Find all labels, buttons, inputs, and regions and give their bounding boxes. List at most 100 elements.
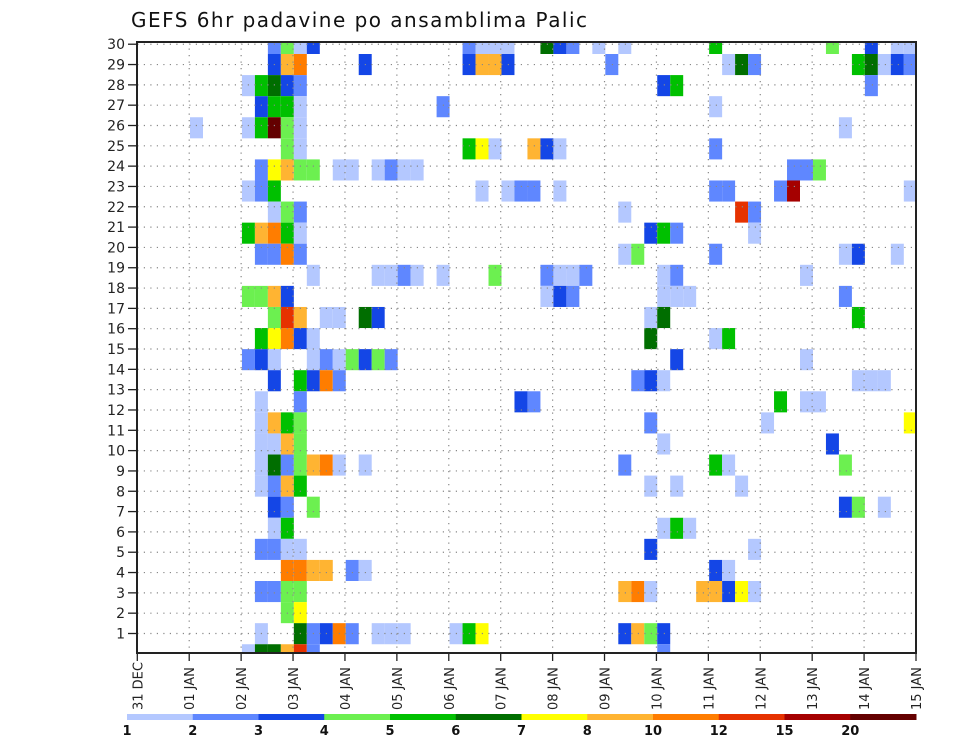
heatmap-cell: [851, 306, 865, 329]
heatmap-cell: [657, 306, 671, 329]
heatmap-cell: [644, 623, 658, 645]
heatmap-cell: [267, 328, 281, 350]
heatmap-cell: [384, 159, 398, 181]
colorbar-segment: [718, 714, 785, 720]
colorbar-label: 20: [841, 724, 859, 739]
heatmap-cell: [644, 370, 658, 392]
heatmap-cell: [345, 349, 359, 371]
heatmap-cell: [332, 454, 346, 476]
heatmap-cell: [683, 285, 697, 307]
y-tick-label: 29: [107, 58, 125, 74]
heatmap-cell: [436, 264, 450, 286]
heatmap-cell: [254, 159, 268, 181]
heatmap-cell: [293, 42, 307, 54]
y-tick-label: 16: [107, 322, 125, 338]
heatmap-cell: [812, 391, 826, 413]
heatmap-cell: [709, 42, 723, 54]
heatmap-cell: [384, 264, 398, 286]
heatmap-cell: [241, 180, 255, 202]
heatmap-cell: [462, 42, 476, 54]
heatmap-cell: [267, 201, 281, 223]
heatmap-cell: [267, 243, 281, 265]
x-tick-label: 05 JAN: [391, 667, 406, 710]
heatmap-cell: [592, 42, 606, 54]
heatmap-cell: [280, 96, 294, 118]
heatmap-cell: [890, 54, 904, 76]
chart-title: GEFS 6hr padavine po ansamblima Palic: [131, 8, 587, 32]
heatmap-cell: [644, 581, 658, 603]
heatmap-cell: [190, 117, 203, 139]
heatmap-cell: [631, 581, 645, 603]
heatmap-cell: [851, 370, 865, 392]
heatmap-cell: [280, 138, 294, 160]
heatmap-cell: [877, 54, 891, 76]
heatmap-cell: [838, 117, 852, 139]
y-axis: 1234567891011121314151617181920212223242…: [107, 37, 137, 643]
heatmap-cell: [903, 180, 916, 202]
x-tick-label: 09 JAN: [599, 667, 614, 710]
x-tick-label: 13 JAN: [806, 667, 821, 710]
heatmap-cell: [644, 412, 658, 434]
heatmap-cell: [332, 306, 346, 329]
colorbar-segment: [127, 714, 194, 720]
heatmap-cell: [267, 496, 281, 518]
heatmap-cell: [267, 285, 281, 307]
heatmap-cell: [748, 201, 762, 223]
heatmap-cell: [306, 159, 320, 181]
heatmap-cell: [254, 581, 268, 603]
heatmap-cell: [241, 644, 255, 653]
heatmap-cell: [838, 496, 852, 518]
y-tick-label: 28: [107, 78, 125, 94]
heatmap-cell: [709, 243, 723, 265]
heatmap-cell: [670, 475, 684, 497]
heatmap-cell: [293, 644, 307, 653]
heatmap-cell: [293, 222, 307, 244]
heatmap-cell: [358, 454, 372, 476]
heatmap-cell: [293, 96, 307, 118]
heatmap-cell: [254, 349, 268, 371]
heatmap-cell: [254, 117, 268, 139]
heatmap-cell: [371, 264, 385, 286]
colorbar-legend: 1 2 3 4 5 6 7 8 10 12 15 20: [122, 714, 917, 739]
colorbar-label: 7: [517, 724, 526, 739]
heatmap-cell: [293, 454, 307, 476]
y-tick-label: 4: [116, 566, 125, 582]
heatmap-cell: [903, 54, 916, 76]
heatmap-cell: [241, 117, 255, 139]
heatmap-cell: [267, 75, 281, 97]
heatmap-cell: [241, 349, 255, 371]
x-axis: 31 DEC 01 JAN 02 JAN 03 JAN 04 JAN 05 JAN 06 J…: [131, 653, 925, 710]
heatmap-cell: [864, 54, 878, 76]
y-tick-label: 25: [107, 139, 125, 155]
heatmap-cell: [293, 370, 307, 392]
heatmap-cell: [267, 581, 281, 603]
heatmap-cell: [748, 581, 762, 603]
heatmap-cell: [254, 412, 268, 434]
heatmap-cell: [864, 42, 878, 54]
y-tick-label: 13: [107, 383, 125, 399]
heatmap-cell: [722, 180, 736, 202]
heatmap-cell: [254, 433, 268, 455]
heatmap-cell: [553, 42, 567, 54]
heatmap-cell: [280, 222, 294, 244]
heatmap-cell: [631, 623, 645, 645]
heatmap-cell: [670, 517, 684, 539]
heatmap-cell: [722, 328, 736, 350]
y-tick-label: 1: [116, 627, 125, 643]
heatmap-cell: [618, 201, 632, 223]
heatmap-cell: [618, 243, 632, 265]
heatmap-cell: [735, 581, 749, 603]
heatmap-cell: [553, 264, 567, 286]
heatmap-cell: [644, 222, 658, 244]
colorbar-label: 1: [122, 724, 131, 739]
colorbar-label: 4: [320, 724, 329, 739]
heatmap-cell: [267, 644, 281, 653]
heatmap-cell: [877, 370, 891, 392]
heatmap-cell: [475, 138, 489, 160]
heatmap-cell: [696, 581, 710, 603]
heatmap-cell: [267, 117, 281, 139]
heatmap-cell: [306, 349, 320, 371]
heatmap-cell: [371, 349, 385, 371]
heatmap-cell: [280, 559, 294, 581]
heatmap-cell: [501, 42, 515, 54]
